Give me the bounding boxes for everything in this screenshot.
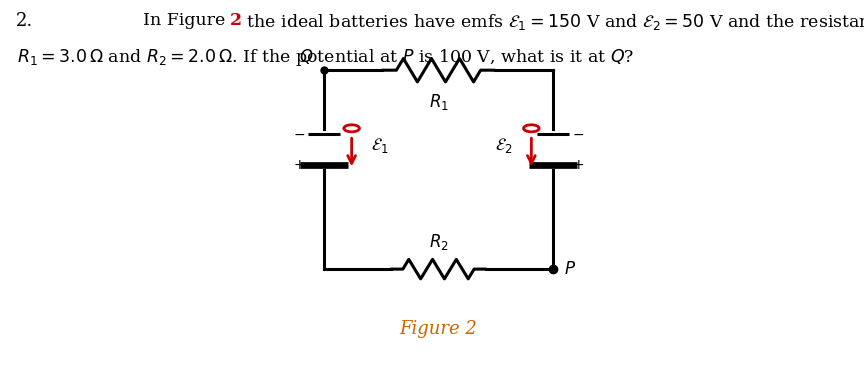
Text: In Figure: In Figure [143, 12, 231, 29]
Text: Figure 2: Figure 2 [399, 320, 478, 338]
Text: $-$: $-$ [293, 127, 305, 141]
Text: $\mathcal{E}_2$: $\mathcal{E}_2$ [495, 136, 512, 155]
Text: $R_1$: $R_1$ [429, 92, 448, 112]
Text: 2: 2 [230, 12, 241, 29]
Text: $P$: $P$ [564, 261, 576, 278]
Text: $\mathcal{E}_1$: $\mathcal{E}_1$ [371, 136, 389, 155]
Text: $+$: $+$ [572, 158, 584, 172]
Text: 2.: 2. [16, 12, 33, 30]
Text: $Q$: $Q$ [299, 47, 314, 66]
Text: $R_1 = 3.0\,\Omega$ and $R_2 = 2.0\,\Omega$. If the potential at $P$ is 100 V, w: $R_1 = 3.0\,\Omega$ and $R_2 = 2.0\,\Ome… [17, 47, 635, 68]
Text: $-$: $-$ [572, 127, 584, 141]
Text: $+$: $+$ [293, 158, 305, 172]
Text: the ideal batteries have emfs $\mathcal{E}_1 = 150$ V and $\mathcal{E}_2 = 50$ V: the ideal batteries have emfs $\mathcal{… [242, 12, 864, 32]
Text: $R_2$: $R_2$ [429, 232, 448, 252]
